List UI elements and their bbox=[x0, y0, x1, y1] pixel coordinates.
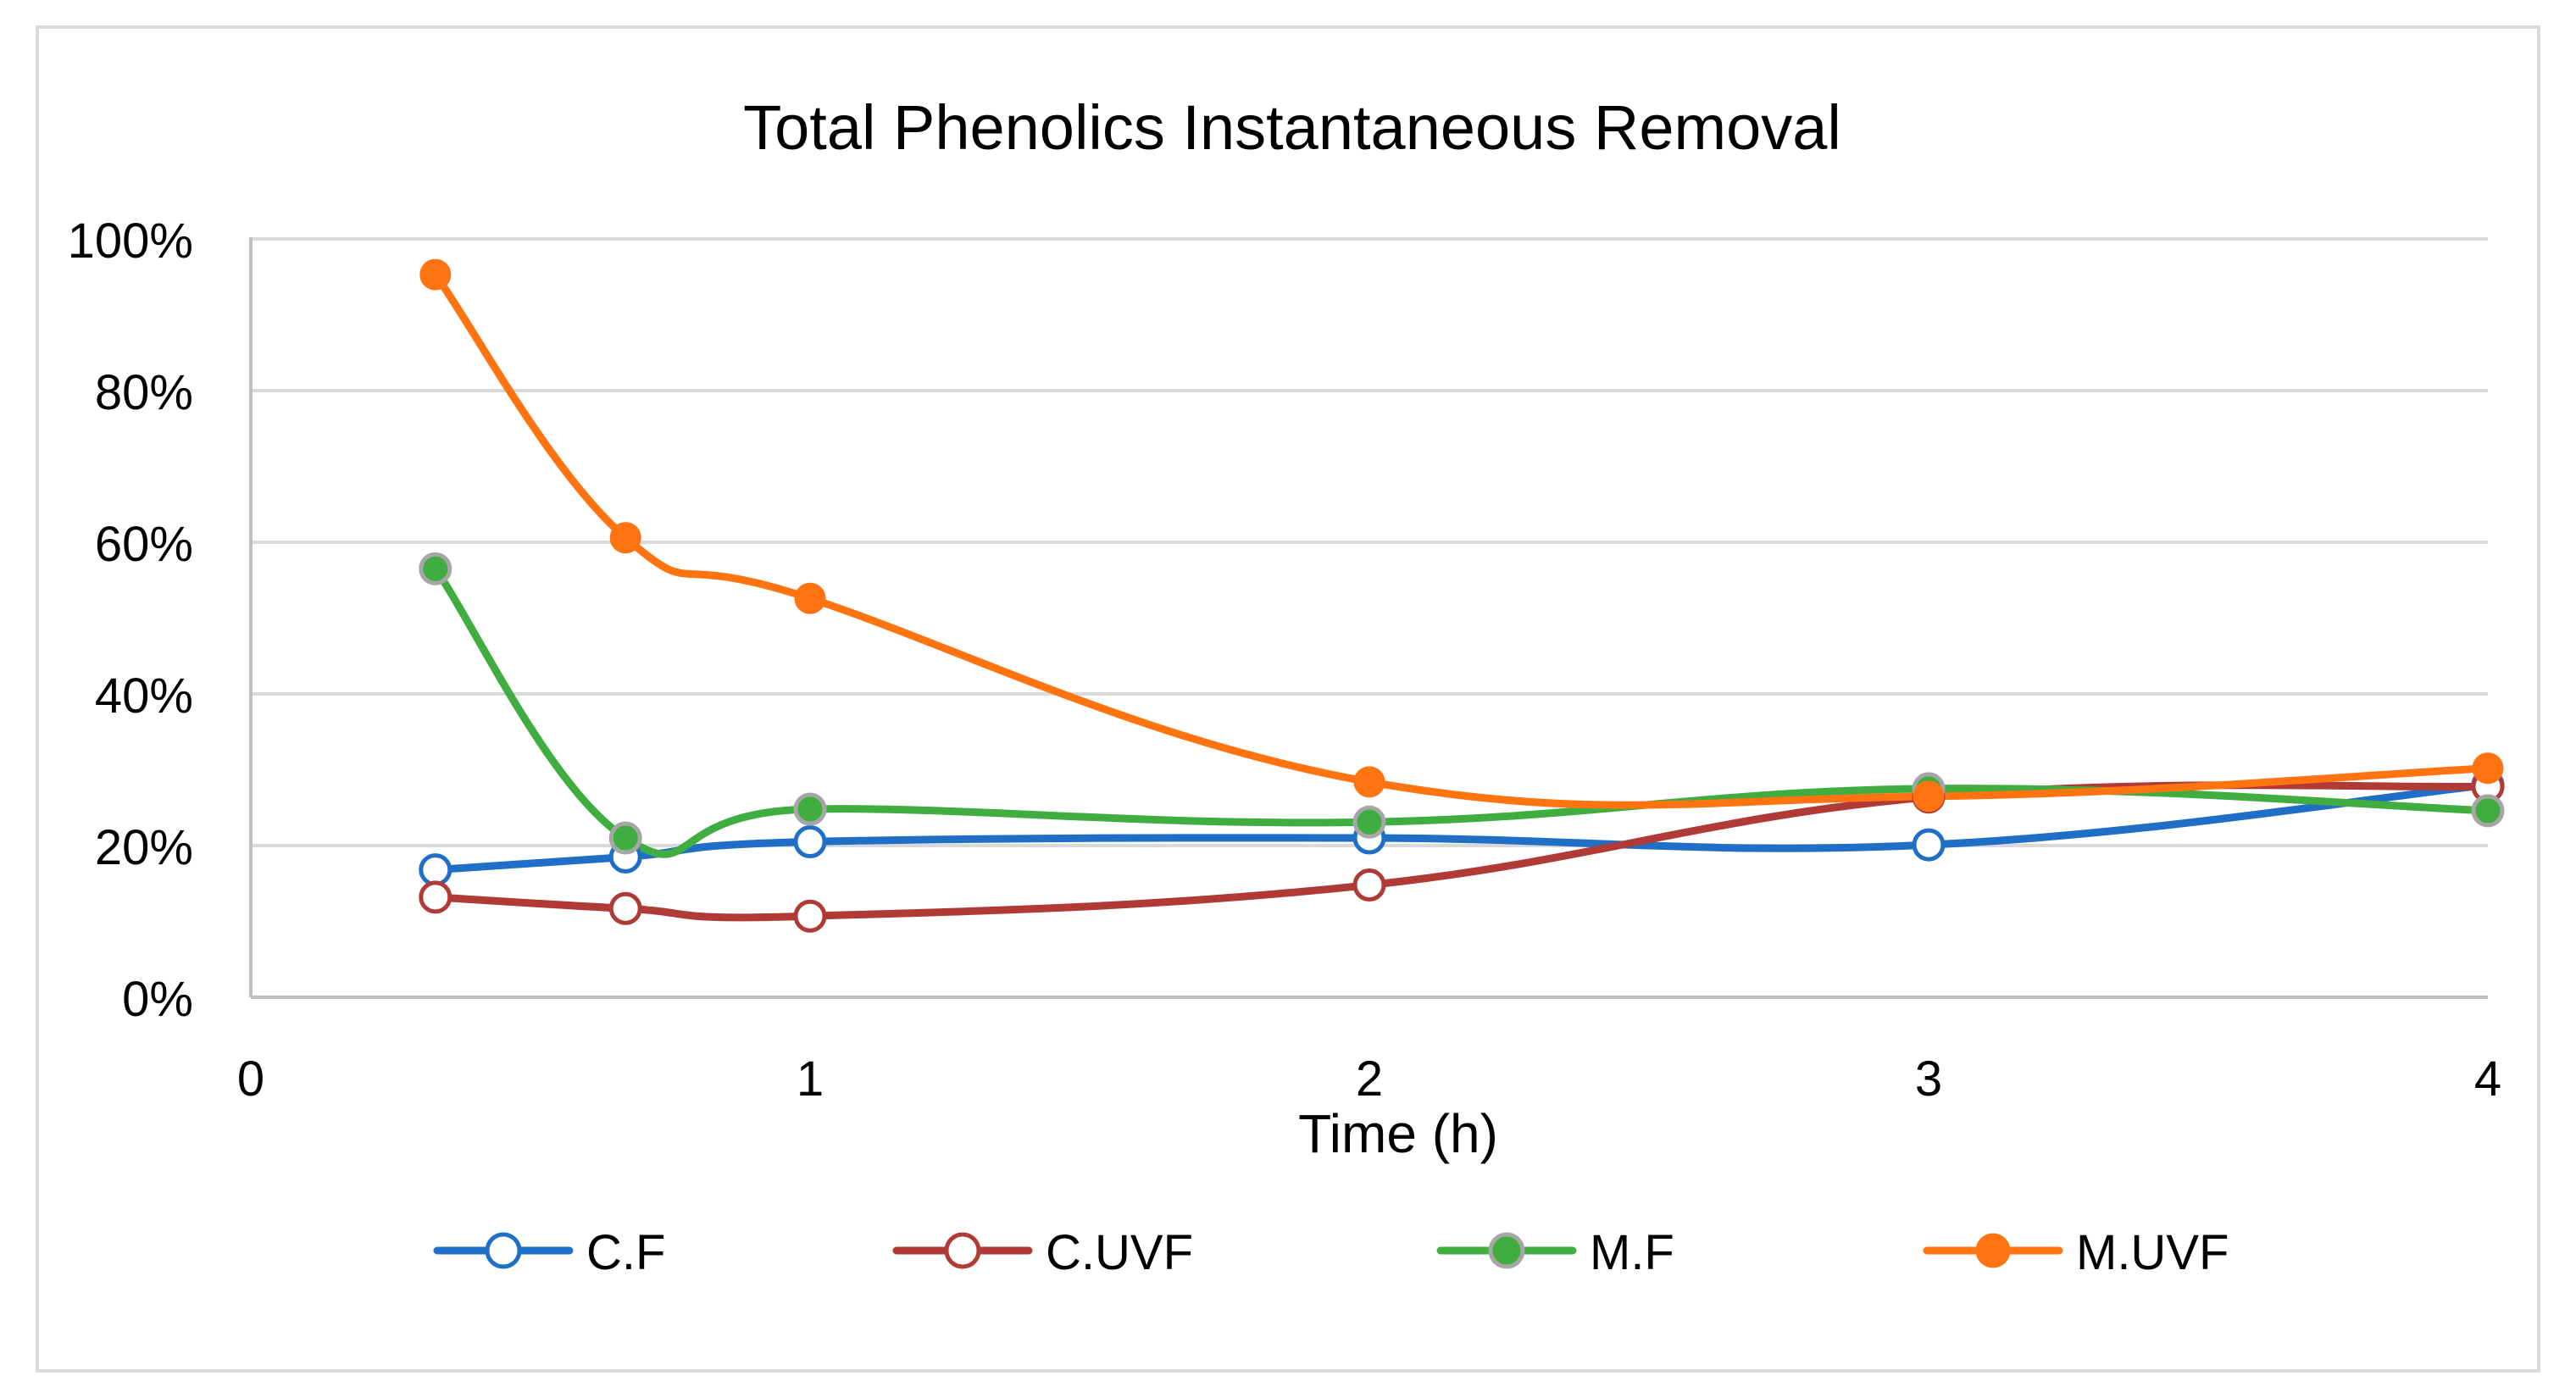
series-markers bbox=[419, 258, 2505, 933]
data-point-m-uvf[interactable] bbox=[1353, 766, 1385, 798]
data-point-m-f[interactable] bbox=[1352, 805, 1386, 839]
y-tick-label: 100% bbox=[68, 214, 193, 269]
y-tick-label: 80% bbox=[95, 365, 193, 420]
data-point-c-uvf[interactable] bbox=[419, 880, 452, 914]
x-tick-label: 0 bbox=[237, 1051, 264, 1107]
legend-swatch-marker[interactable] bbox=[944, 1232, 981, 1269]
x-tick-label: 3 bbox=[1915, 1051, 1942, 1107]
legend-swatch-marker[interactable] bbox=[485, 1232, 522, 1269]
data-point-m-uvf[interactable] bbox=[609, 522, 641, 554]
data-point-m-f[interactable] bbox=[793, 792, 827, 826]
legend-item-m-f[interactable]: M.F bbox=[1436, 1225, 1674, 1280]
series-line-m-uvf[interactable] bbox=[431, 270, 2492, 809]
legend-item-c-f[interactable]: C.F bbox=[433, 1225, 665, 1280]
axes: 0% 20% 40% 60% 80% 100% 0 1 2 3 4 bbox=[68, 214, 2501, 1107]
legend-item-m-uvf[interactable]: M.UVF bbox=[1923, 1225, 2229, 1280]
data-point-c-f[interactable] bbox=[1912, 828, 1946, 862]
series-line-m-f[interactable] bbox=[431, 564, 2492, 858]
y-tick-label: 60% bbox=[95, 517, 193, 572]
legend-label: C.UVF bbox=[1046, 1225, 1193, 1280]
x-tick-label: 1 bbox=[797, 1051, 824, 1107]
data-point-c-f[interactable] bbox=[419, 853, 452, 887]
legend-label: M.F bbox=[1590, 1225, 1674, 1280]
legend-item-c-uvf[interactable]: C.UVF bbox=[892, 1225, 1193, 1280]
legend-label: M.UVF bbox=[2076, 1225, 2229, 1280]
legend[interactable]: C.F C.UVF M.F M.UVF bbox=[433, 1225, 2229, 1280]
data-point-m-uvf[interactable] bbox=[794, 582, 826, 614]
data-point-m-uvf[interactable] bbox=[419, 258, 452, 291]
data-point-c-uvf[interactable] bbox=[608, 891, 642, 925]
y-tick-label: 0% bbox=[122, 972, 193, 1027]
chart-frame bbox=[36, 25, 2540, 1373]
legend-swatch-marker[interactable] bbox=[1488, 1232, 1525, 1269]
series-lines bbox=[431, 270, 2492, 922]
y-tick-label: 40% bbox=[95, 668, 193, 724]
chart-title: Total Phenolics Instantaneous Removal bbox=[743, 92, 1841, 163]
x-axis-label: Time (h) bbox=[1298, 1103, 1498, 1164]
data-point-m-f[interactable] bbox=[608, 821, 642, 855]
data-point-c-f[interactable] bbox=[793, 825, 827, 859]
data-point-m-f[interactable] bbox=[2471, 794, 2505, 828]
legend-label: C.F bbox=[586, 1225, 665, 1280]
series-line-c-f[interactable] bbox=[431, 780, 2492, 874]
data-point-c-uvf[interactable] bbox=[1352, 868, 1386, 902]
legend-swatch-marker[interactable] bbox=[1975, 1233, 2011, 1268]
series-line-c-uvf[interactable] bbox=[431, 781, 2492, 922]
gridlines bbox=[251, 237, 2488, 847]
data-point-m-uvf[interactable] bbox=[2472, 752, 2504, 785]
data-point-m-f[interactable] bbox=[419, 552, 452, 585]
data-point-c-uvf[interactable] bbox=[793, 899, 827, 933]
y-tick-label: 20% bbox=[95, 820, 193, 875]
x-tick-label: 4 bbox=[2474, 1051, 2501, 1107]
x-tick-label: 2 bbox=[1356, 1051, 1383, 1107]
data-point-m-uvf[interactable] bbox=[1913, 780, 1945, 813]
